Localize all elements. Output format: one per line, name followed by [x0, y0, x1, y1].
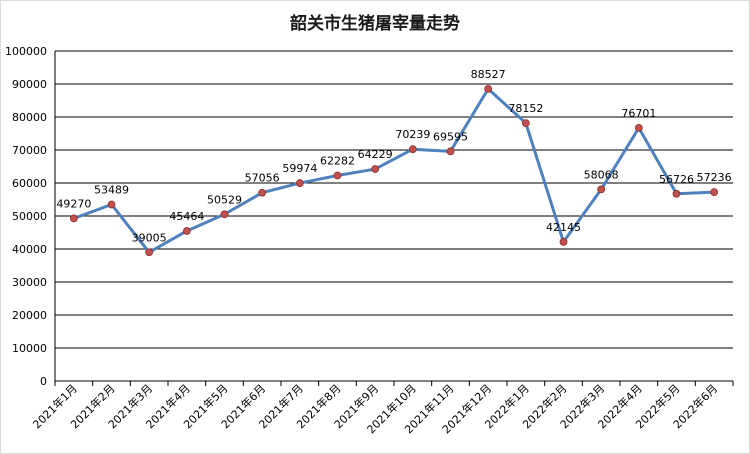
data-point [295, 179, 304, 187]
data-label: 57056 [245, 172, 280, 185]
y-tick-label: 10000 [12, 342, 47, 355]
y-tick-label: 0 [40, 375, 47, 388]
y-tick-label: 30000 [12, 276, 47, 289]
data-label: 39005 [132, 231, 167, 244]
data-label: 70239 [395, 128, 430, 141]
data-label: 64229 [358, 148, 393, 161]
y-tick-label: 50000 [12, 210, 47, 223]
data-label: 88527 [471, 68, 506, 81]
data-point [672, 189, 681, 198]
data-point [182, 227, 191, 235]
data-label: 53489 [94, 183, 129, 196]
data-point [634, 123, 643, 132]
y-tick-label: 100000 [5, 45, 47, 58]
data-label: 58068 [584, 168, 619, 181]
data-label: 42145 [546, 221, 581, 234]
data-point [446, 147, 455, 156]
data-point [258, 188, 267, 197]
data-label: 49270 [56, 197, 91, 210]
data-label: 57236 [697, 171, 732, 184]
y-tick-label: 80000 [12, 111, 47, 124]
data-point [371, 165, 380, 173]
y-tick-label: 90000 [12, 78, 47, 91]
data-label: 50529 [207, 193, 242, 206]
data-label: 76701 [621, 107, 656, 120]
data-point [333, 171, 342, 180]
data-point [559, 238, 568, 246]
data-label: 69595 [433, 130, 468, 143]
data-label: 78152 [508, 102, 543, 115]
data-point [107, 200, 116, 209]
data-point [521, 119, 530, 127]
data-point [408, 145, 417, 154]
y-tick-label: 70000 [12, 144, 47, 157]
data-label: 45464 [169, 210, 204, 223]
y-tick-label: 20000 [12, 309, 47, 322]
data-label: 59974 [282, 162, 317, 175]
data-point [597, 185, 606, 194]
data-point [69, 214, 78, 223]
data-point [220, 210, 229, 219]
data-point [710, 188, 719, 197]
data-point [484, 84, 493, 93]
y-tick-label: 60000 [12, 177, 47, 190]
data-point [145, 248, 154, 257]
series-line [73, 87, 715, 254]
y-tick-label: 40000 [12, 243, 47, 256]
data-label: 56726 [659, 173, 694, 186]
chart-title: 韶关市生猪屠宰量走势 [290, 14, 460, 34]
data-label: 62282 [320, 154, 355, 167]
